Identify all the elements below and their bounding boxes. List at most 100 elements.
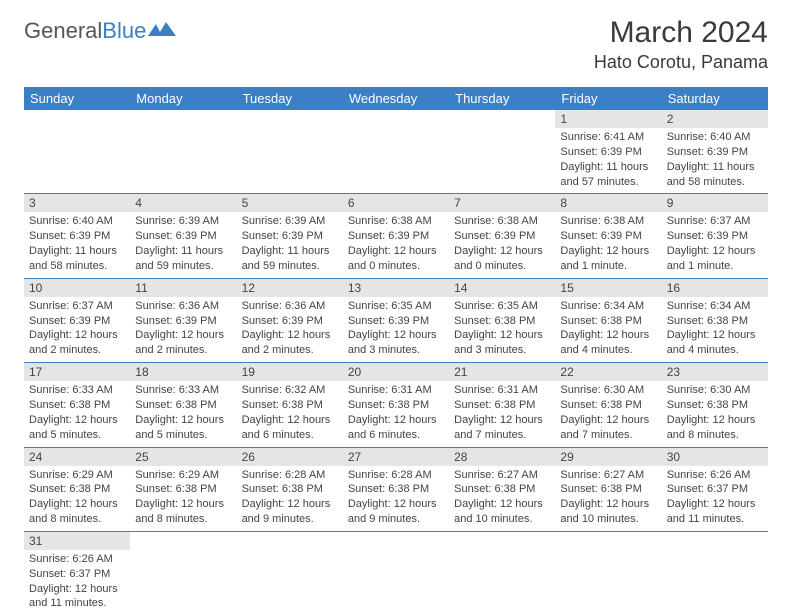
day-number: 7 — [449, 194, 555, 212]
sunset-text: Sunset: 6:38 PM — [348, 398, 444, 413]
sunrise-text: Sunrise: 6:27 AM — [560, 468, 656, 483]
sunrise-text: Sunrise: 6:34 AM — [667, 299, 763, 314]
day-data: Sunrise: 6:29 AMSunset: 6:38 PMDaylight:… — [24, 466, 130, 531]
daylight-text: Daylight: 12 hours and 0 minutes. — [454, 244, 550, 274]
day-data: Sunrise: 6:36 AMSunset: 6:39 PMDaylight:… — [130, 297, 236, 362]
sunrise-text: Sunrise: 6:34 AM — [560, 299, 656, 314]
sunrise-text: Sunrise: 6:36 AM — [242, 299, 338, 314]
weekday-header: Monday — [130, 87, 236, 110]
day-cell: 25Sunrise: 6:29 AMSunset: 6:38 PMDayligh… — [130, 447, 236, 531]
day-number: 6 — [343, 194, 449, 212]
day-data: Sunrise: 6:34 AMSunset: 6:38 PMDaylight:… — [555, 297, 661, 362]
sunset-text: Sunset: 6:38 PM — [348, 482, 444, 497]
day-cell: 31Sunrise: 6:26 AMSunset: 6:37 PMDayligh… — [24, 531, 130, 615]
daylight-text: Daylight: 12 hours and 11 minutes. — [29, 582, 125, 612]
day-cell — [555, 531, 661, 615]
day-cell — [449, 110, 555, 194]
daylight-text: Daylight: 11 hours and 58 minutes. — [667, 160, 763, 190]
sunrise-text: Sunrise: 6:32 AM — [242, 383, 338, 398]
sunset-text: Sunset: 6:39 PM — [242, 314, 338, 329]
daylight-text: Daylight: 12 hours and 3 minutes. — [348, 328, 444, 358]
day-number: 3 — [24, 194, 130, 212]
weekday-header: Tuesday — [237, 87, 343, 110]
day-cell — [130, 110, 236, 194]
day-data: Sunrise: 6:36 AMSunset: 6:39 PMDaylight:… — [237, 297, 343, 362]
title-block: March 2024 Hato Corotu, Panama — [594, 18, 768, 73]
wave-icon — [148, 18, 176, 44]
sunrise-text: Sunrise: 6:40 AM — [667, 130, 763, 145]
daylight-text: Daylight: 12 hours and 7 minutes. — [454, 413, 550, 443]
sunset-text: Sunset: 6:38 PM — [242, 482, 338, 497]
daylight-text: Daylight: 12 hours and 5 minutes. — [135, 413, 231, 443]
sunset-text: Sunset: 6:39 PM — [667, 145, 763, 160]
daylight-text: Daylight: 11 hours and 59 minutes. — [242, 244, 338, 274]
sunset-text: Sunset: 6:39 PM — [135, 229, 231, 244]
sunrise-text: Sunrise: 6:39 AM — [242, 214, 338, 229]
week-row: 31Sunrise: 6:26 AMSunset: 6:37 PMDayligh… — [24, 531, 768, 615]
daylight-text: Daylight: 12 hours and 2 minutes. — [242, 328, 338, 358]
day-number: 12 — [237, 279, 343, 297]
daylight-text: Daylight: 12 hours and 3 minutes. — [454, 328, 550, 358]
sunrise-text: Sunrise: 6:31 AM — [454, 383, 550, 398]
sunrise-text: Sunrise: 6:27 AM — [454, 468, 550, 483]
daylight-text: Daylight: 12 hours and 11 minutes. — [667, 497, 763, 527]
day-number: 11 — [130, 279, 236, 297]
sunrise-text: Sunrise: 6:31 AM — [348, 383, 444, 398]
weekday-header-row: Sunday Monday Tuesday Wednesday Thursday… — [24, 87, 768, 110]
daylight-text: Daylight: 12 hours and 10 minutes. — [560, 497, 656, 527]
sunset-text: Sunset: 6:39 PM — [242, 229, 338, 244]
daylight-text: Daylight: 12 hours and 6 minutes. — [348, 413, 444, 443]
day-cell: 26Sunrise: 6:28 AMSunset: 6:38 PMDayligh… — [237, 447, 343, 531]
weekday-header: Friday — [555, 87, 661, 110]
day-cell: 22Sunrise: 6:30 AMSunset: 6:38 PMDayligh… — [555, 363, 661, 447]
day-cell: 5Sunrise: 6:39 AMSunset: 6:39 PMDaylight… — [237, 194, 343, 278]
day-data: Sunrise: 6:33 AMSunset: 6:38 PMDaylight:… — [130, 381, 236, 446]
sunrise-text: Sunrise: 6:39 AM — [135, 214, 231, 229]
day-cell: 2 Sunrise: 6:40 AMSunset: 6:39 PMDaylight… — [662, 110, 768, 194]
day-number: 13 — [343, 279, 449, 297]
daylight-text: Daylight: 12 hours and 1 minute. — [667, 244, 763, 274]
daylight-text: Daylight: 12 hours and 9 minutes. — [242, 497, 338, 527]
calendar-table: Sunday Monday Tuesday Wednesday Thursday… — [24, 87, 768, 615]
daylight-text: Daylight: 11 hours and 59 minutes. — [135, 244, 231, 274]
day-cell: 12Sunrise: 6:36 AMSunset: 6:39 PMDayligh… — [237, 278, 343, 362]
day-cell: 4Sunrise: 6:39 AMSunset: 6:39 PMDaylight… — [130, 194, 236, 278]
day-cell — [24, 110, 130, 194]
sunset-text: Sunset: 6:38 PM — [242, 398, 338, 413]
sunrise-text: Sunrise: 6:33 AM — [29, 383, 125, 398]
sunset-text: Sunset: 6:39 PM — [29, 314, 125, 329]
sunrise-text: Sunrise: 6:38 AM — [454, 214, 550, 229]
day-cell: 7Sunrise: 6:38 AMSunset: 6:39 PMDaylight… — [449, 194, 555, 278]
sunset-text: Sunset: 6:38 PM — [560, 398, 656, 413]
logo: GeneralBlue — [24, 18, 176, 44]
weekday-header: Sunday — [24, 87, 130, 110]
sunset-text: Sunset: 6:39 PM — [560, 145, 656, 160]
day-cell: 19Sunrise: 6:32 AMSunset: 6:38 PMDayligh… — [237, 363, 343, 447]
sunset-text: Sunset: 6:38 PM — [454, 314, 550, 329]
sunset-text: Sunset: 6:38 PM — [667, 398, 763, 413]
daylight-text: Daylight: 12 hours and 10 minutes. — [454, 497, 550, 527]
day-cell: 20Sunrise: 6:31 AMSunset: 6:38 PMDayligh… — [343, 363, 449, 447]
sunrise-text: Sunrise: 6:40 AM — [29, 214, 125, 229]
week-row: 3Sunrise: 6:40 AMSunset: 6:39 PMDaylight… — [24, 194, 768, 278]
weekday-header: Saturday — [662, 87, 768, 110]
day-number: 29 — [555, 448, 661, 466]
day-data: Sunrise: 6:39 AMSunset: 6:39 PMDaylight:… — [237, 212, 343, 277]
sunset-text: Sunset: 6:38 PM — [135, 482, 231, 497]
day-data: Sunrise: 6:38 AMSunset: 6:39 PMDaylight:… — [343, 212, 449, 277]
sunset-text: Sunset: 6:39 PM — [29, 229, 125, 244]
sunset-text: Sunset: 6:38 PM — [560, 314, 656, 329]
day-number: 2 — [662, 110, 768, 128]
sunrise-text: Sunrise: 6:28 AM — [348, 468, 444, 483]
day-cell: 23Sunrise: 6:30 AMSunset: 6:38 PMDayligh… — [662, 363, 768, 447]
day-cell: 24Sunrise: 6:29 AMSunset: 6:38 PMDayligh… — [24, 447, 130, 531]
sunset-text: Sunset: 6:38 PM — [29, 398, 125, 413]
day-data: Sunrise: 6:35 AMSunset: 6:39 PMDaylight:… — [343, 297, 449, 362]
day-cell — [662, 531, 768, 615]
day-number: 10 — [24, 279, 130, 297]
day-number: 24 — [24, 448, 130, 466]
day-number: 16 — [662, 279, 768, 297]
sunset-text: Sunset: 6:37 PM — [667, 482, 763, 497]
sunrise-text: Sunrise: 6:29 AM — [29, 468, 125, 483]
day-number: 27 — [343, 448, 449, 466]
